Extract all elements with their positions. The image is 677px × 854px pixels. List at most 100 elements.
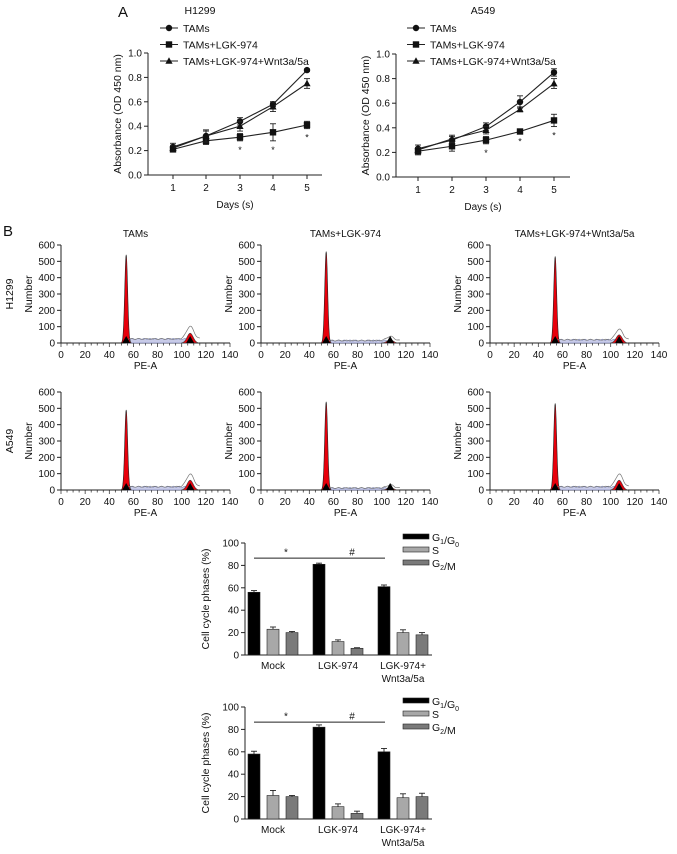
y-axis-label: Number bbox=[223, 275, 235, 313]
legend-label: G2/M bbox=[432, 558, 456, 573]
x-axis-label: Days (s) bbox=[216, 200, 253, 211]
y-axis-label: Number bbox=[223, 422, 235, 460]
y-axis-label: Number bbox=[452, 422, 464, 460]
y-tick-label: 300 bbox=[38, 437, 55, 448]
significance-star: * bbox=[518, 137, 522, 147]
y-tick-label: 80 bbox=[228, 725, 240, 736]
legend-swatch bbox=[402, 546, 430, 553]
data-point bbox=[269, 102, 277, 110]
significance-star: * bbox=[305, 133, 309, 143]
histogram-a549-2: 0 100 200 300 400 500 600 0 20 40 60 80 100 120 140 PE-… bbox=[452, 388, 668, 520]
x-tick-label: 40 bbox=[104, 497, 116, 508]
y-tick-label: 1.0 bbox=[128, 49, 142, 60]
x-axis-label: PE-A bbox=[134, 508, 158, 519]
g1-peak bbox=[321, 251, 332, 344]
x-tick-label: LGK-974 bbox=[318, 825, 358, 836]
legend-label: TAMs+LGK-974+Wnt3a/5a bbox=[430, 56, 556, 68]
y-tick-label: 0.2 bbox=[128, 146, 142, 157]
data-point bbox=[550, 69, 558, 76]
x-tick-label: 80 bbox=[581, 497, 593, 508]
x-tick-label: 100 bbox=[373, 350, 390, 361]
y-tick-label: 0.6 bbox=[128, 97, 142, 108]
significance-mark: # bbox=[349, 547, 355, 558]
bar-g2-m bbox=[415, 796, 429, 820]
y-tick-label: 1.0 bbox=[376, 50, 390, 61]
legend-marker bbox=[412, 57, 420, 64]
bar-g2-m bbox=[350, 647, 364, 656]
y-tick-label: 100 bbox=[222, 703, 239, 714]
significance-star: * bbox=[271, 145, 275, 155]
y-tick-label: 0.8 bbox=[128, 73, 142, 84]
y-tick-label: 0 bbox=[49, 486, 55, 497]
y-tick-label: 100 bbox=[467, 469, 484, 480]
legend-swatch bbox=[402, 710, 430, 717]
y-tick-label: 0.0 bbox=[376, 173, 390, 184]
data-point bbox=[448, 143, 456, 150]
y-tick-label: 500 bbox=[238, 257, 255, 268]
y-tick-label: 500 bbox=[467, 257, 484, 268]
x-tick-label: 140 bbox=[422, 350, 439, 361]
y-tick-label: 600 bbox=[238, 388, 255, 399]
x-tick-label: LGK-974 bbox=[318, 661, 358, 672]
y-axis-label: Absorbance (OD 450 nm) bbox=[112, 54, 124, 174]
x-tick-label: LGK-974+ bbox=[380, 661, 426, 672]
x-tick-label: 40 bbox=[104, 350, 116, 361]
bar-g1-g0 bbox=[377, 586, 391, 656]
g1-peak bbox=[550, 403, 561, 491]
x-tick-label: 40 bbox=[533, 350, 545, 361]
fit-envelope bbox=[554, 473, 629, 488]
g1-peak bbox=[121, 254, 132, 344]
x-axis-label: PE-A bbox=[134, 361, 158, 372]
y-tick-label: 400 bbox=[38, 420, 55, 431]
peak-marker-icon bbox=[551, 483, 560, 490]
x-tick-label: 1 bbox=[415, 185, 421, 196]
y-tick-label: 300 bbox=[38, 290, 55, 301]
significance-mark: * bbox=[284, 547, 288, 558]
bar-s bbox=[396, 632, 410, 656]
histogram-row-label: A549 bbox=[4, 429, 16, 454]
legend-marker bbox=[165, 41, 173, 48]
y-tick-label: 0 bbox=[233, 815, 239, 826]
y-axis-label: Absorbance (OD 450 nm) bbox=[360, 56, 372, 176]
x-tick-label: 140 bbox=[651, 350, 668, 361]
x-tick-label: 5 bbox=[304, 183, 310, 194]
y-tick-label: 300 bbox=[467, 290, 484, 301]
legend-label: TAMs+LGK-974+Wnt3a/5a bbox=[183, 56, 309, 68]
peak-marker-icon bbox=[186, 336, 195, 343]
fit-envelope bbox=[554, 328, 629, 341]
peak-marker-icon bbox=[386, 336, 395, 343]
x-tick-label: 60 bbox=[128, 350, 140, 361]
y-tick-label: 20 bbox=[228, 792, 240, 803]
x-tick-label: Wnt3a/5a bbox=[382, 674, 425, 685]
panel-label-b: B bbox=[3, 223, 13, 240]
legend-label: S bbox=[432, 709, 439, 721]
x-tick-label: 60 bbox=[557, 350, 569, 361]
data-point bbox=[236, 122, 244, 129]
legend-label: S bbox=[432, 545, 439, 557]
data-point bbox=[550, 117, 558, 124]
y-tick-label: 40 bbox=[228, 606, 240, 617]
data-point bbox=[516, 105, 524, 113]
legend-label: G1/G0 bbox=[432, 696, 459, 713]
y-tick-label: 200 bbox=[38, 453, 55, 464]
data-point bbox=[202, 132, 210, 139]
x-tick-label: 100 bbox=[173, 350, 190, 361]
x-tick-label: 60 bbox=[328, 350, 340, 361]
g1-peak bbox=[121, 409, 132, 491]
x-tick-label: 20 bbox=[509, 350, 521, 361]
bar-chart-1: 0 20 40 60 80 100 Cell cycle phases (%) Mock LGK… bbox=[200, 532, 459, 685]
bar-g1-g0 bbox=[377, 751, 391, 820]
bar-s bbox=[396, 797, 410, 820]
y-tick-label: 0.4 bbox=[376, 123, 390, 134]
y-tick-label: 100 bbox=[38, 322, 55, 333]
x-tick-label: 1 bbox=[170, 183, 176, 194]
data-point bbox=[303, 121, 311, 129]
y-tick-label: 200 bbox=[238, 306, 255, 317]
peak-marker-icon bbox=[615, 336, 624, 343]
legend-marker bbox=[165, 57, 173, 64]
legend-label: TAMs bbox=[183, 23, 210, 35]
x-tick-label: 3 bbox=[483, 185, 489, 196]
y-tick-label: 300 bbox=[467, 437, 484, 448]
peak-marker-icon bbox=[186, 483, 195, 490]
